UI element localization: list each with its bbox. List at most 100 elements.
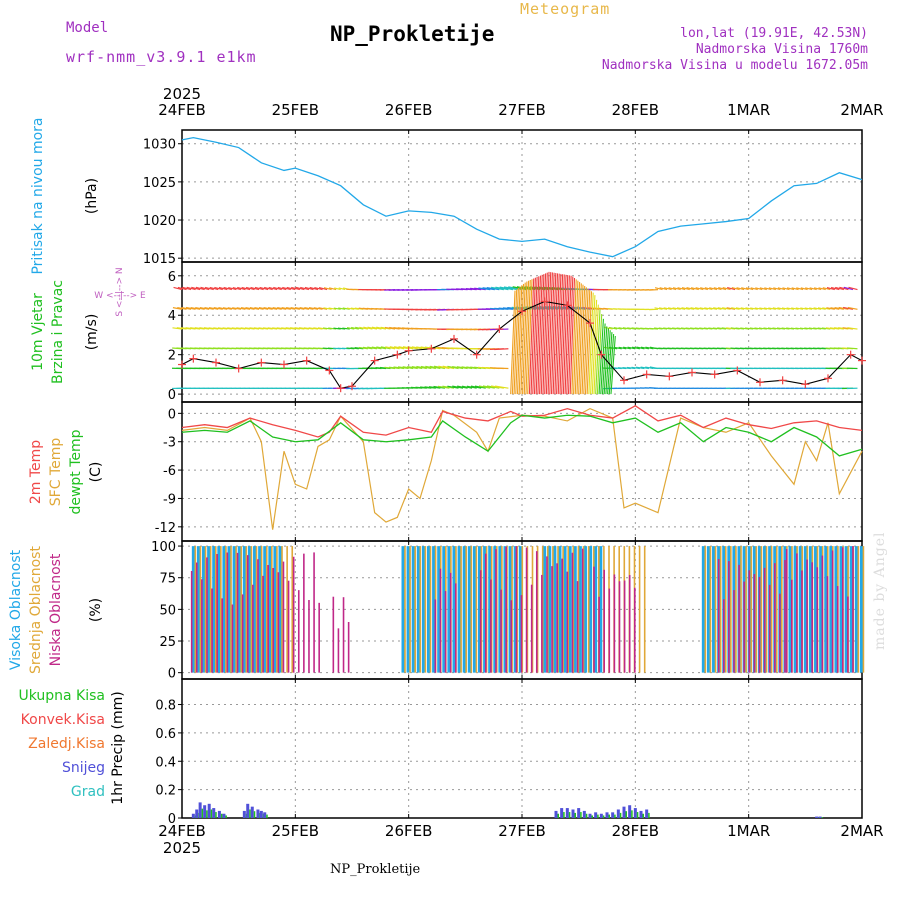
wind-arrow: [681, 307, 690, 310]
wind-arrow: [416, 346, 427, 350]
wind-arrow: [586, 291, 593, 395]
wind-arrow: [286, 286, 296, 291]
wind-arrow: [695, 287, 704, 291]
wind-arrow: [649, 327, 659, 330]
temp2m-axis-title: 2m Temp: [28, 440, 44, 504]
wind-arrow: [304, 286, 314, 291]
x-date-label-bottom: 1MAR: [727, 822, 770, 840]
wind-arrow: [380, 326, 391, 330]
wind-arrow: [718, 287, 727, 291]
wind-arrow: [677, 287, 686, 291]
precip-legend-item: Grad: [71, 784, 105, 800]
wind-arrow: [437, 385, 450, 389]
wind-arrow: [755, 287, 763, 291]
wind-arrow: [420, 365, 432, 370]
wind-arrow: [295, 286, 305, 291]
wind-arrow: [562, 275, 569, 395]
rain-bar: [574, 812, 576, 818]
wind-arrow: [397, 366, 409, 370]
wind-arrow: [228, 286, 237, 291]
wind-arrow: [515, 286, 521, 395]
wind-arrow: [759, 287, 767, 291]
wind-arrow: [842, 306, 854, 310]
model-label: Model: [66, 20, 109, 36]
wind-arrow: [645, 346, 654, 350]
wind-arrow: [750, 287, 758, 291]
x-date-label-bottom: 27FEB: [498, 822, 545, 840]
y-tick-label: -9: [163, 492, 176, 507]
wind-arrow: [494, 367, 509, 370]
y-tick-label: 25: [159, 635, 176, 650]
wind-arrow: [668, 287, 677, 291]
wind-arrow: [376, 346, 387, 350]
snow-bar: [818, 816, 822, 818]
wind-arrow: [659, 287, 668, 291]
wind-arrow: [354, 347, 364, 350]
snow-bar: [571, 809, 575, 818]
wind-arrow: [367, 326, 378, 330]
wind-arrow: [350, 347, 359, 350]
wind-arrow: [511, 289, 518, 395]
year-label-bottom: 2025: [163, 839, 201, 857]
wind-arrow: [727, 287, 736, 291]
rain-bar: [253, 811, 256, 818]
wind-arrow: [830, 286, 840, 291]
wind-arrow: [346, 307, 355, 310]
wind-arrow: [482, 385, 495, 389]
wind-arrow: [595, 309, 601, 395]
wind-arrow: [800, 307, 808, 310]
snow-bar: [259, 810, 263, 818]
wind-arrow: [447, 365, 459, 370]
precip-legend-item: Konvek.Kisa: [21, 712, 105, 728]
wind-arrow: [245, 307, 255, 310]
wind-arrow: [622, 327, 631, 330]
dewpoint-line: [181, 414, 863, 457]
wind-speed-line: [181, 300, 863, 389]
wind-arrow: [791, 307, 799, 310]
rain-bar: [614, 814, 616, 818]
lonlat-label: lon,lat (19.91E, 42.53N): [680, 26, 868, 41]
wind-arrow: [843, 286, 854, 291]
wind-arrow: [204, 286, 214, 291]
y-tick-label: -3: [163, 436, 176, 451]
wind-arrow: [424, 386, 436, 389]
wind-arrow: [208, 307, 219, 310]
wind-arrow: [290, 306, 300, 310]
y-tick-label: 100: [151, 540, 176, 555]
wind-arrow: [764, 287, 772, 291]
wind-arrow: [848, 286, 858, 291]
wind-arrow: [542, 272, 548, 395]
x-date-label-top: 24FEB: [158, 101, 205, 119]
wind-arrow: [177, 306, 187, 310]
wind-arrow: [416, 365, 427, 370]
y-tick-label: 0: [168, 812, 176, 827]
wind-arrow: [578, 284, 584, 395]
rain-bar: [608, 814, 610, 818]
wind-arrow: [478, 385, 491, 389]
wind-arrow: [768, 307, 776, 310]
wind-arrow: [839, 286, 849, 291]
wind-arrow: [363, 326, 373, 330]
wind-arrow: [490, 286, 504, 291]
wind-arrow: [559, 274, 565, 395]
wind-arrow: [371, 346, 382, 350]
wind-arrow: [438, 365, 450, 370]
wind-arrow: [249, 307, 260, 310]
wind-arrow: [576, 283, 582, 395]
snow-bar: [191, 813, 195, 818]
wind-arrow: [456, 366, 468, 370]
wind-arrow: [494, 348, 509, 351]
wind-arrow: [685, 307, 695, 310]
wind-arrow: [185, 306, 196, 310]
wind-arrow: [530, 277, 536, 395]
wind-arrow: [618, 346, 627, 350]
year-label-top: 2025: [163, 85, 201, 103]
snow-bar: [217, 810, 221, 818]
wind-arrow: [313, 307, 323, 310]
rain-bar: [619, 812, 622, 818]
wind-arrow: [681, 287, 690, 291]
wind-arrow: [786, 287, 795, 291]
wind-arrow: [259, 286, 269, 291]
wind-arrow: [466, 385, 477, 389]
